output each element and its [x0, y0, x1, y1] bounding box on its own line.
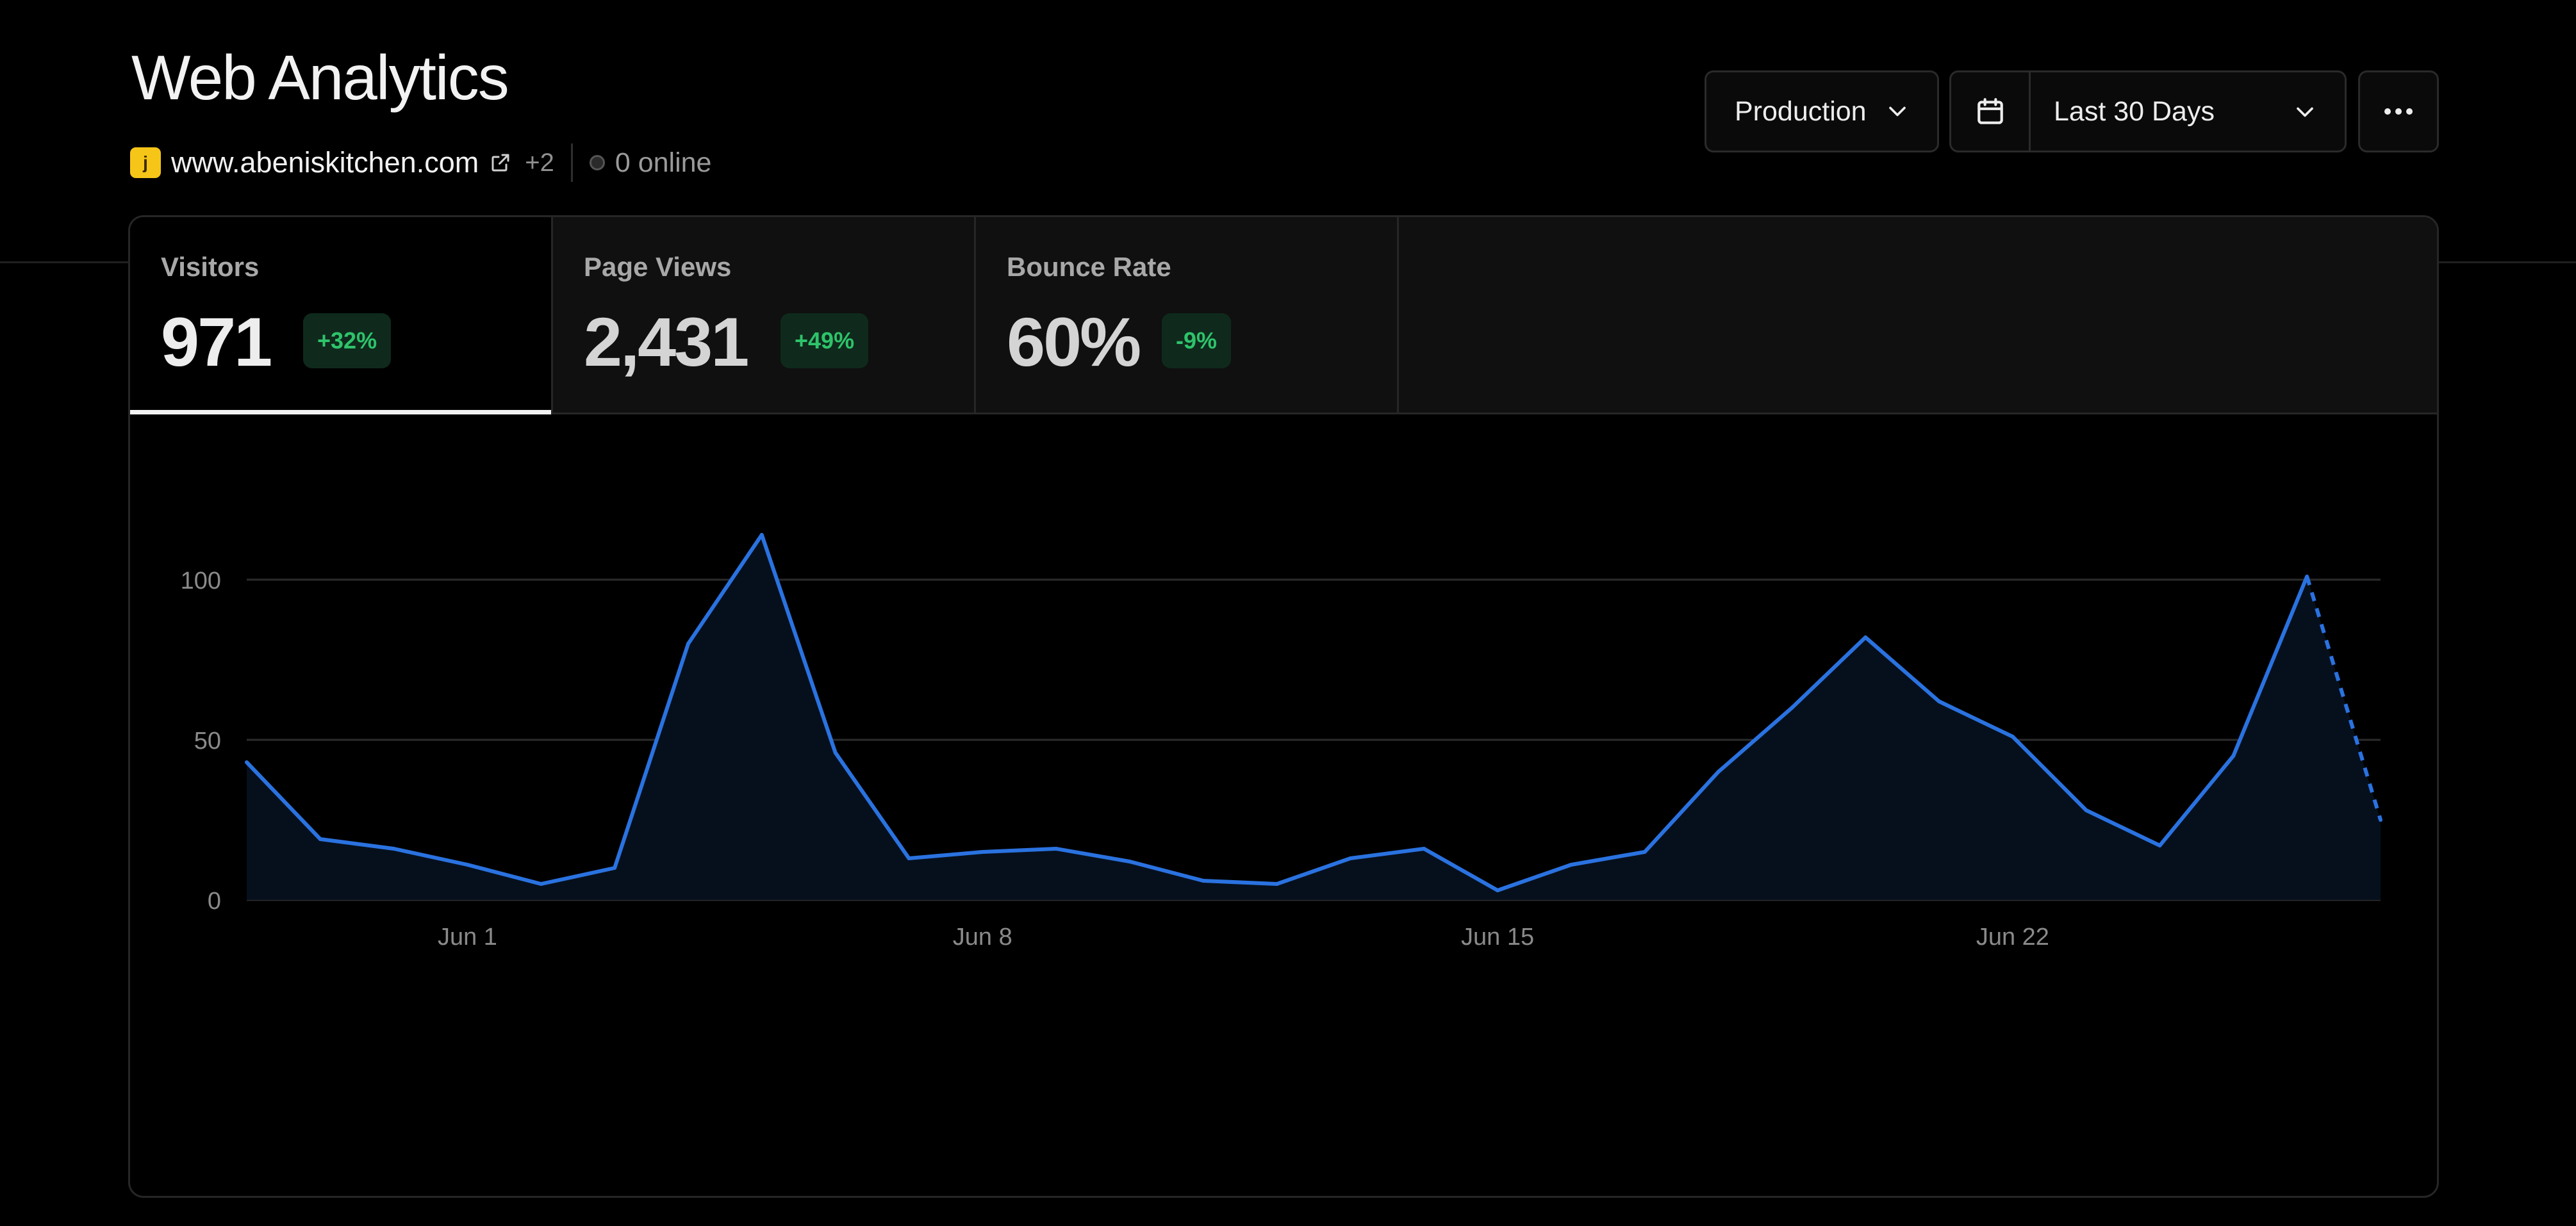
- stats-tabs: Visitors 971 +32% Page Views 2,431 +49% …: [130, 217, 2437, 414]
- data-point: [245, 760, 249, 764]
- data-point: [392, 847, 396, 851]
- data-point: [1201, 879, 1205, 883]
- page-title: Web Analytics: [131, 42, 509, 113]
- data-point: [1054, 847, 1059, 851]
- data-point: [1790, 706, 1794, 710]
- stat-value: 971: [161, 303, 272, 380]
- data-point: [1716, 770, 1721, 774]
- stat-tab-visitors[interactable]: Visitors 971 +32%: [130, 217, 553, 414]
- ellipsis-icon: [2384, 108, 2413, 115]
- stat-label: Page Views: [584, 252, 732, 282]
- site-row: j www.abeniskitchen.com +2 0 online: [130, 143, 712, 182]
- environment-select[interactable]: Production: [1705, 70, 1939, 152]
- site-domain-link[interactable]: www.abeniskitchen.com: [171, 146, 479, 179]
- x-tick-label: Jun 15: [1461, 924, 1534, 951]
- data-point: [686, 642, 690, 646]
- data-point: [2379, 818, 2382, 822]
- y-tick-label: 100: [181, 568, 221, 594]
- chevron-down-icon: [1888, 106, 1906, 117]
- analytics-card: Visitors 971 +32% Page Views 2,431 +49% …: [128, 215, 2439, 1198]
- online-count: 0 online: [615, 147, 712, 178]
- data-point: [2231, 754, 2236, 758]
- data-point: [1642, 850, 1647, 854]
- date-range-select[interactable]: Last 30 Days: [1949, 70, 2347, 152]
- y-tick-label: 0: [208, 888, 221, 915]
- data-point: [2010, 735, 2015, 739]
- date-range-label: Last 30 Days: [2054, 95, 2215, 127]
- environment-label: Production: [1735, 95, 1867, 127]
- data-point: [1275, 882, 1279, 886]
- x-tick-label: Jun 22: [1976, 924, 2049, 951]
- vertical-separator: [570, 143, 573, 182]
- data-point: [1569, 863, 1573, 867]
- data-point: [1422, 847, 1426, 851]
- data-point: [613, 866, 617, 870]
- data-point: [1937, 699, 1942, 703]
- stat-tab-page-views[interactable]: Page Views 2,431 +49%: [553, 217, 976, 413]
- calendar-icon[interactable]: [1951, 72, 2031, 151]
- data-point: [1496, 888, 1500, 892]
- data-point: [539, 882, 543, 886]
- external-link-icon[interactable]: [489, 151, 512, 174]
- data-point: [833, 751, 838, 755]
- stat-change-badge: -9%: [1162, 313, 1232, 368]
- y-tick-label: 50: [194, 728, 221, 755]
- data-point: [465, 863, 470, 867]
- online-status-dot: [589, 155, 605, 170]
- data-point: [907, 856, 911, 860]
- data-point: [2158, 844, 2162, 847]
- data-point: [2305, 575, 2309, 578]
- stat-label: Visitors: [161, 252, 260, 282]
- stat-tab-bounce-rate[interactable]: Bounce Rate 60% -9%: [976, 217, 1399, 413]
- data-point: [1348, 856, 1353, 860]
- data-point: [759, 533, 764, 537]
- data-point: [980, 850, 985, 854]
- data-point: [2084, 808, 2088, 812]
- x-tick-label: Jun 8: [953, 924, 1012, 951]
- more-options-button[interactable]: [2358, 70, 2439, 152]
- area-fill: [247, 535, 2381, 900]
- stat-change-badge: +49%: [780, 313, 869, 368]
- stat-value: 60%: [1007, 303, 1141, 380]
- site-favicon: j: [130, 147, 161, 178]
- data-point: [318, 837, 322, 841]
- chevron-down-icon: [2297, 107, 2313, 117]
- stat-value: 2,431: [584, 303, 749, 380]
- data-point: [1127, 860, 1132, 863]
- data-point: [1863, 635, 1868, 639]
- extra-domains-count[interactable]: +2: [525, 148, 554, 177]
- x-tick-label: Jun 1: [438, 924, 497, 951]
- visitors-chart: 0 50 100 Jun 1 Jun 8 Jun 15 Jun 22: [181, 533, 2382, 951]
- stat-label: Bounce Rate: [1007, 252, 1171, 282]
- stat-change-badge: +32%: [303, 313, 392, 368]
